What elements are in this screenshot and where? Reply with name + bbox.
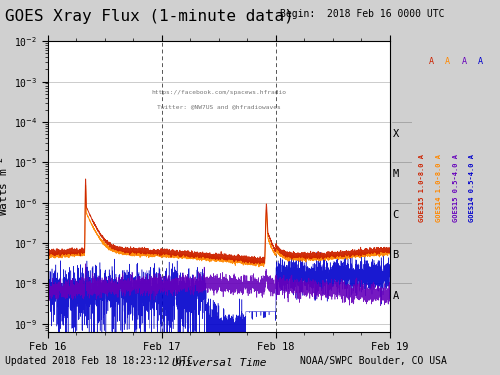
Text: NOAA/SWPC Boulder, CO USA: NOAA/SWPC Boulder, CO USA bbox=[300, 356, 447, 366]
Text: A: A bbox=[428, 57, 434, 66]
Text: C: C bbox=[392, 210, 399, 220]
Y-axis label: Watts m$^{-2}$: Watts m$^{-2}$ bbox=[0, 157, 11, 216]
Text: Begin:  2018 Feb 16 0000 UTC: Begin: 2018 Feb 16 0000 UTC bbox=[280, 9, 444, 20]
Text: https://facebook.com/spacews.hfradio: https://facebook.com/spacews.hfradio bbox=[151, 90, 286, 94]
Text: A: A bbox=[462, 57, 466, 66]
Text: GOES15 1.0-8.0 A: GOES15 1.0-8.0 A bbox=[420, 153, 426, 222]
Text: M: M bbox=[392, 170, 399, 180]
Text: B: B bbox=[392, 250, 399, 260]
Text: Updated 2018 Feb 18 18:23:12 UTC: Updated 2018 Feb 18 18:23:12 UTC bbox=[5, 356, 193, 366]
X-axis label: Universal Time: Universal Time bbox=[172, 358, 266, 368]
Text: A: A bbox=[478, 57, 483, 66]
Text: A: A bbox=[392, 291, 399, 301]
Text: GOES Xray Flux (1-minute data): GOES Xray Flux (1-minute data) bbox=[5, 9, 294, 24]
Text: Twitter: @NW7US and @hfradiowaves: Twitter: @NW7US and @hfradiowaves bbox=[157, 104, 280, 109]
Text: A: A bbox=[445, 57, 450, 66]
Text: GOES15 0.5-4.0 A: GOES15 0.5-4.0 A bbox=[453, 153, 459, 222]
Text: GOES14 0.5-4.0 A: GOES14 0.5-4.0 A bbox=[470, 153, 476, 222]
Text: X: X bbox=[392, 129, 399, 139]
Text: GOES14 1.0-8.0 A: GOES14 1.0-8.0 A bbox=[436, 153, 442, 222]
